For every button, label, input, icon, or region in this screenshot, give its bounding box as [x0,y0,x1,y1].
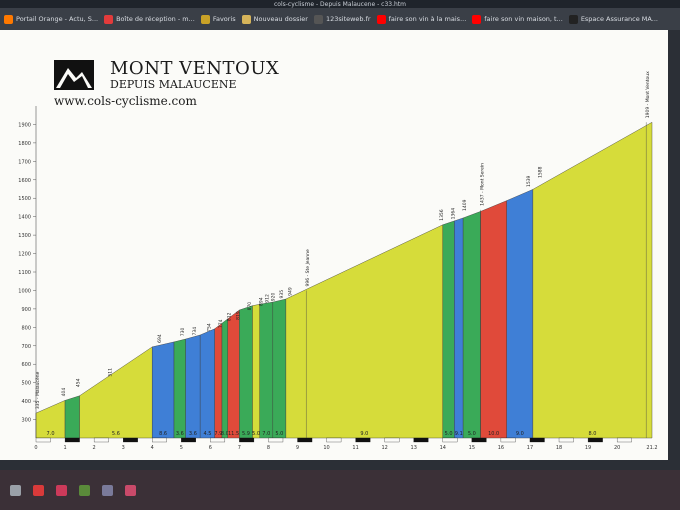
site-url: www.cols-cyclisme.com [54,94,197,108]
mail-icon [104,14,114,24]
search-icon[interactable] [10,484,21,496]
bookmark-123siteweb[interactable]: 123siteweb.fr [313,14,371,24]
window-title: cols-cyclisme - Depuis Malaucene - c33.h… [0,0,680,10]
bookmark-vin-2[interactable]: faire son vin maison, t... [472,14,563,24]
pdf-icon[interactable] [33,484,44,496]
orange-icon [4,14,13,24]
game-icon[interactable] [79,484,90,496]
bookmark-assurance[interactable]: Espace Assurance MA... [568,14,658,24]
photo-icon[interactable] [125,484,136,496]
bookmark-orange[interactable]: Portail Orange - Actu, S... [4,14,98,24]
mountain-logo [54,60,94,90]
bookmark-vin-1[interactable]: faire son vin à la mais... [376,14,466,24]
folder-icon [241,14,251,24]
youtube-icon [472,14,482,24]
site-icon [313,14,323,24]
page-title: MONT VENTOUX [110,58,280,79]
bookmark-mail[interactable]: Boîte de réception - m... [104,14,195,24]
bookmarks-bar: Portail Orange - Actu, S... Boîte de réc… [0,8,680,30]
youtube-icon [376,14,386,24]
page-icon [568,14,578,24]
page-subtitle: DEPUIS MALAUCENE [110,78,237,91]
taskbar [0,470,680,510]
bookmark-favoris[interactable]: Favoris [200,14,236,24]
bookmark-folder[interactable]: Nouveau dossier [241,14,308,24]
people-icon[interactable] [102,484,113,496]
link-icon[interactable] [56,484,67,496]
star-icon [200,14,210,24]
